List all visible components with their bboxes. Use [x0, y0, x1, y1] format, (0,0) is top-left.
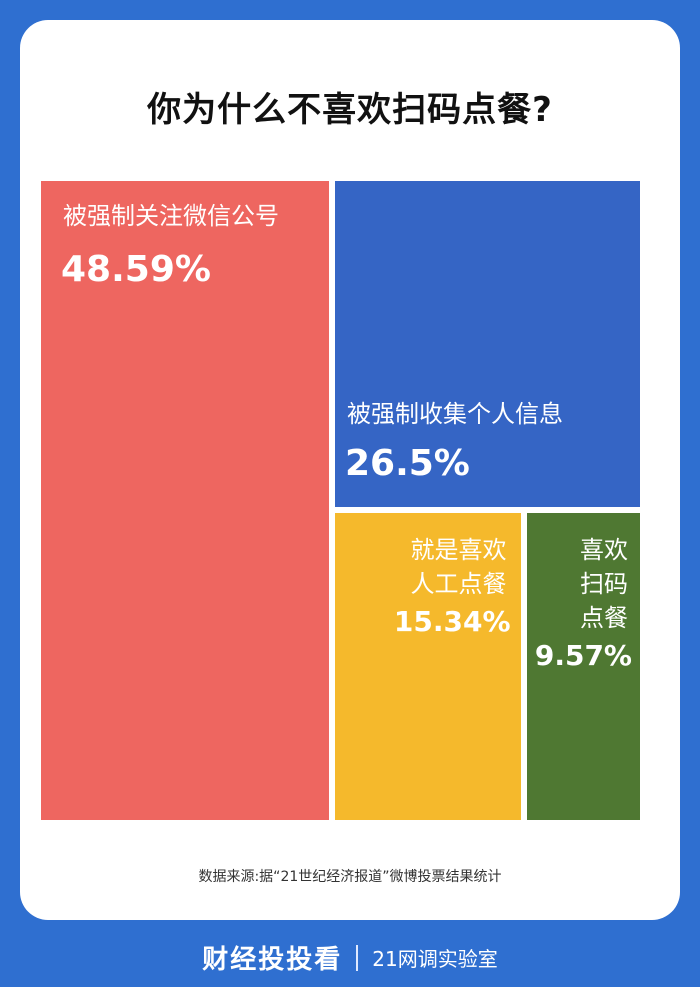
treemap-cell-value: 15.34%	[393, 605, 511, 639]
treemap-cell-label: 喜欢 扫码 点餐	[580, 533, 628, 635]
chart-title: 你为什么不喜欢扫码点餐?	[147, 90, 553, 130]
treemap-cell-label: 被强制收集个人信息	[347, 397, 563, 431]
footer-subtitle: 21网调实验室	[372, 947, 498, 971]
treemap-cell: 就是喜欢人工点餐 15.34%	[331, 510, 524, 823]
treemap-cell: 被强制收集个人信息 26.5%	[331, 178, 643, 511]
treemap-cell-value: 9.57%	[534, 639, 632, 673]
treemap-cell-label-line: 被强制关注微信公号	[63, 202, 279, 230]
treemap-cell-label: 就是喜欢 人工点餐	[411, 533, 507, 601]
treemap-cell-label-line: 就是喜欢	[410, 536, 507, 565]
treemap-cell-value: 26.5%	[344, 443, 470, 484]
treemap-cell-value: 48.59%	[61, 249, 211, 290]
footer-divider	[356, 944, 359, 971]
treemap-cell-label-line: 人工点餐	[410, 570, 507, 599]
treemap-chart: 被强制关注微信公号 48.59% 被强制收集个人信息 26.5% 就是喜欢人工点餐 15.…	[38, 178, 643, 823]
treemap-cell-label-line: 点餐	[579, 604, 628, 633]
data-source: 数据来源:据“21世纪经济报道”微博投票结果统计	[198, 869, 502, 885]
treemap-cell: 被强制关注微信公号 48.59%	[38, 178, 332, 823]
footer-logo: 财经投投看	[202, 945, 343, 975]
treemap-cell-label: 被强制关注微信公号	[63, 199, 279, 233]
treemap-cell-label-line: 被强制收集个人信息	[346, 400, 563, 428]
footer-bar: 财经投投看 21网调实验室	[0, 930, 700, 985]
treemap-cell-label-line: 喜欢	[579, 536, 628, 565]
treemap-cell: 喜欢扫码点餐 9.57%	[523, 510, 643, 823]
treemap-cell-label-line: 扫码	[579, 570, 628, 599]
